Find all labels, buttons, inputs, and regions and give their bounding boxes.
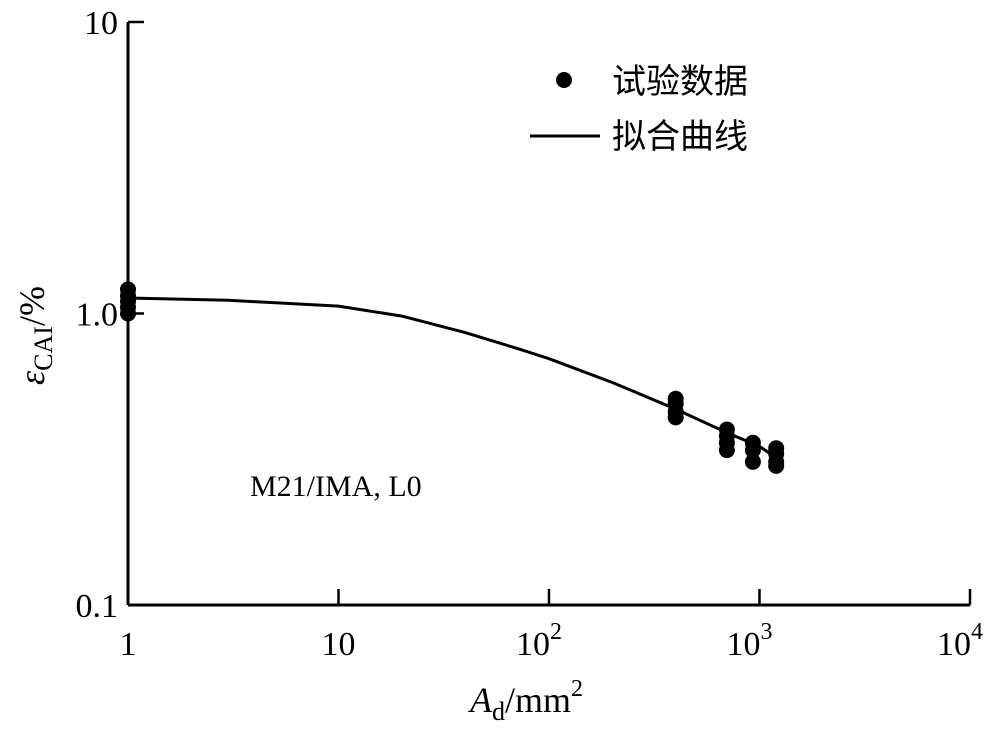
x-tick-label: 10 xyxy=(322,626,356,663)
x-axis-title-unit: /mm xyxy=(505,680,571,720)
data-point xyxy=(744,434,761,451)
y-axis-title-main: ε xyxy=(12,370,52,385)
data-point-layer xyxy=(120,281,785,474)
data-point xyxy=(667,390,684,407)
data-point xyxy=(744,453,761,470)
x-axis-title-main: A xyxy=(468,680,493,720)
data-point xyxy=(768,440,785,457)
legend: 试验数据 拟合曲线 xyxy=(530,62,748,157)
x-tick-label: 1 xyxy=(120,626,137,663)
y-axis-title-sub: CAI xyxy=(29,326,58,371)
fit-curve-layer xyxy=(127,296,778,459)
y-axis-title-unit: /% xyxy=(12,286,52,326)
y-tick-label: 10 xyxy=(84,5,118,42)
x-tick-label: 104 xyxy=(937,619,983,663)
x-axis-title: Ad/mm2 xyxy=(468,676,583,726)
y-tick-label: 1.0 xyxy=(76,297,119,334)
y-tick-label: 0.1 xyxy=(76,588,119,625)
data-point xyxy=(120,281,136,298)
legend-label-data: 试验数据 xyxy=(612,62,748,102)
x-tick-label: 102 xyxy=(516,619,562,663)
x-axis-title-sup: 2 xyxy=(571,676,583,702)
axes: 10 1.0 0.11 10 102 103 104 xyxy=(76,5,984,663)
fit-curve xyxy=(127,296,778,459)
annotation-text: M21/IMA, L0 xyxy=(250,470,422,503)
data-point xyxy=(718,421,735,438)
legend-label-fit: 拟合曲线 xyxy=(612,117,748,157)
x-tick-label: 103 xyxy=(727,619,773,663)
x-axis-title-sub: d xyxy=(492,697,505,726)
legend-dot-marker xyxy=(556,72,572,88)
y-axis-title: εCAI/% xyxy=(12,286,58,385)
